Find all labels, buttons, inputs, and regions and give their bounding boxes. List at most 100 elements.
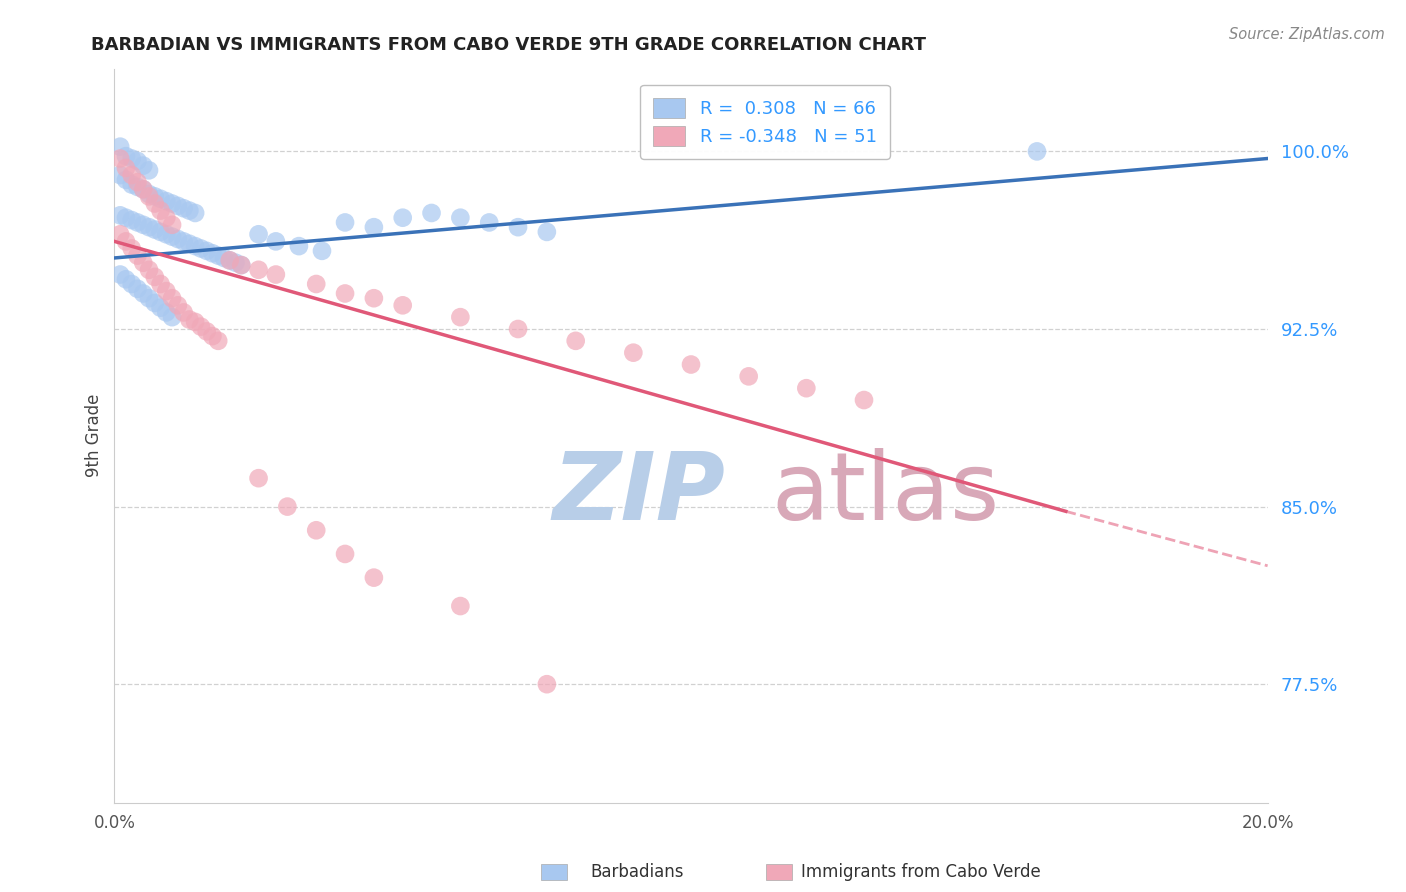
Point xyxy=(132,286,155,301)
Point xyxy=(121,168,143,182)
Point xyxy=(224,256,246,270)
Point xyxy=(212,251,235,265)
Point xyxy=(184,315,207,329)
Point xyxy=(231,258,253,272)
Point xyxy=(155,305,177,319)
Point xyxy=(449,310,471,325)
Point xyxy=(138,187,160,202)
Point xyxy=(179,236,201,251)
Point xyxy=(138,163,160,178)
Point xyxy=(179,312,201,326)
Point xyxy=(160,196,183,211)
Point xyxy=(149,203,172,218)
Point xyxy=(143,196,166,211)
Point xyxy=(166,298,188,312)
Point xyxy=(679,358,702,372)
Point xyxy=(391,211,413,225)
Point xyxy=(115,272,138,286)
Point xyxy=(132,182,155,196)
Point xyxy=(121,213,143,227)
Text: Barbadians: Barbadians xyxy=(591,863,685,881)
Point xyxy=(127,215,149,229)
Point xyxy=(155,227,177,242)
Point xyxy=(132,159,155,173)
Point xyxy=(311,244,333,258)
Text: Immigrants from Cabo Verde: Immigrants from Cabo Verde xyxy=(801,863,1042,881)
Point xyxy=(247,471,270,485)
Point xyxy=(127,249,149,263)
Point xyxy=(207,249,229,263)
Point xyxy=(201,329,224,343)
Point xyxy=(179,203,201,218)
Point xyxy=(195,324,218,338)
Point xyxy=(143,296,166,310)
Point xyxy=(149,225,172,239)
Point xyxy=(363,571,385,585)
Point xyxy=(333,286,356,301)
Point xyxy=(166,232,188,246)
Point xyxy=(108,208,131,222)
Point xyxy=(173,305,195,319)
Point xyxy=(115,161,138,175)
Point xyxy=(305,277,328,291)
Point xyxy=(201,246,224,260)
Point xyxy=(121,178,143,192)
Point xyxy=(190,242,212,256)
Point xyxy=(108,139,131,153)
Point xyxy=(138,189,160,203)
Point xyxy=(1026,145,1049,159)
Point xyxy=(184,206,207,220)
Point xyxy=(621,345,644,359)
Point xyxy=(264,235,287,249)
Point xyxy=(218,253,240,268)
Point xyxy=(155,211,177,225)
Point xyxy=(160,310,183,325)
Point xyxy=(173,201,195,215)
Point xyxy=(363,220,385,235)
Point xyxy=(391,298,413,312)
Point xyxy=(184,239,207,253)
Point xyxy=(195,244,218,258)
Point xyxy=(794,381,817,395)
Point xyxy=(247,227,270,242)
Point xyxy=(132,182,155,196)
Point xyxy=(143,222,166,236)
Point xyxy=(149,277,172,291)
Point xyxy=(363,291,385,305)
Text: ZIP: ZIP xyxy=(553,449,725,541)
Point xyxy=(127,282,149,296)
Point xyxy=(115,235,138,249)
Point xyxy=(449,599,471,613)
Point xyxy=(127,153,149,168)
Point xyxy=(115,211,138,225)
Point xyxy=(155,284,177,298)
Point xyxy=(506,220,529,235)
Point xyxy=(149,301,172,315)
Point xyxy=(737,369,759,384)
Text: atlas: atlas xyxy=(772,449,1000,541)
Point xyxy=(149,192,172,206)
Point xyxy=(207,334,229,348)
Point xyxy=(132,256,155,270)
Point xyxy=(108,152,131,166)
Point xyxy=(166,199,188,213)
Point xyxy=(478,215,501,229)
Point xyxy=(333,215,356,229)
Point xyxy=(160,229,183,244)
Point xyxy=(247,262,270,277)
Point xyxy=(127,180,149,194)
Point xyxy=(333,547,356,561)
Point xyxy=(305,523,328,537)
Point xyxy=(155,194,177,208)
Point xyxy=(108,268,131,282)
Point xyxy=(108,168,131,182)
Point xyxy=(449,211,471,225)
Point xyxy=(108,227,131,242)
Point xyxy=(173,235,195,249)
Point xyxy=(115,149,138,163)
Point xyxy=(160,218,183,232)
Point xyxy=(264,268,287,282)
Point xyxy=(160,291,183,305)
Point xyxy=(536,225,558,239)
Point xyxy=(127,175,149,189)
